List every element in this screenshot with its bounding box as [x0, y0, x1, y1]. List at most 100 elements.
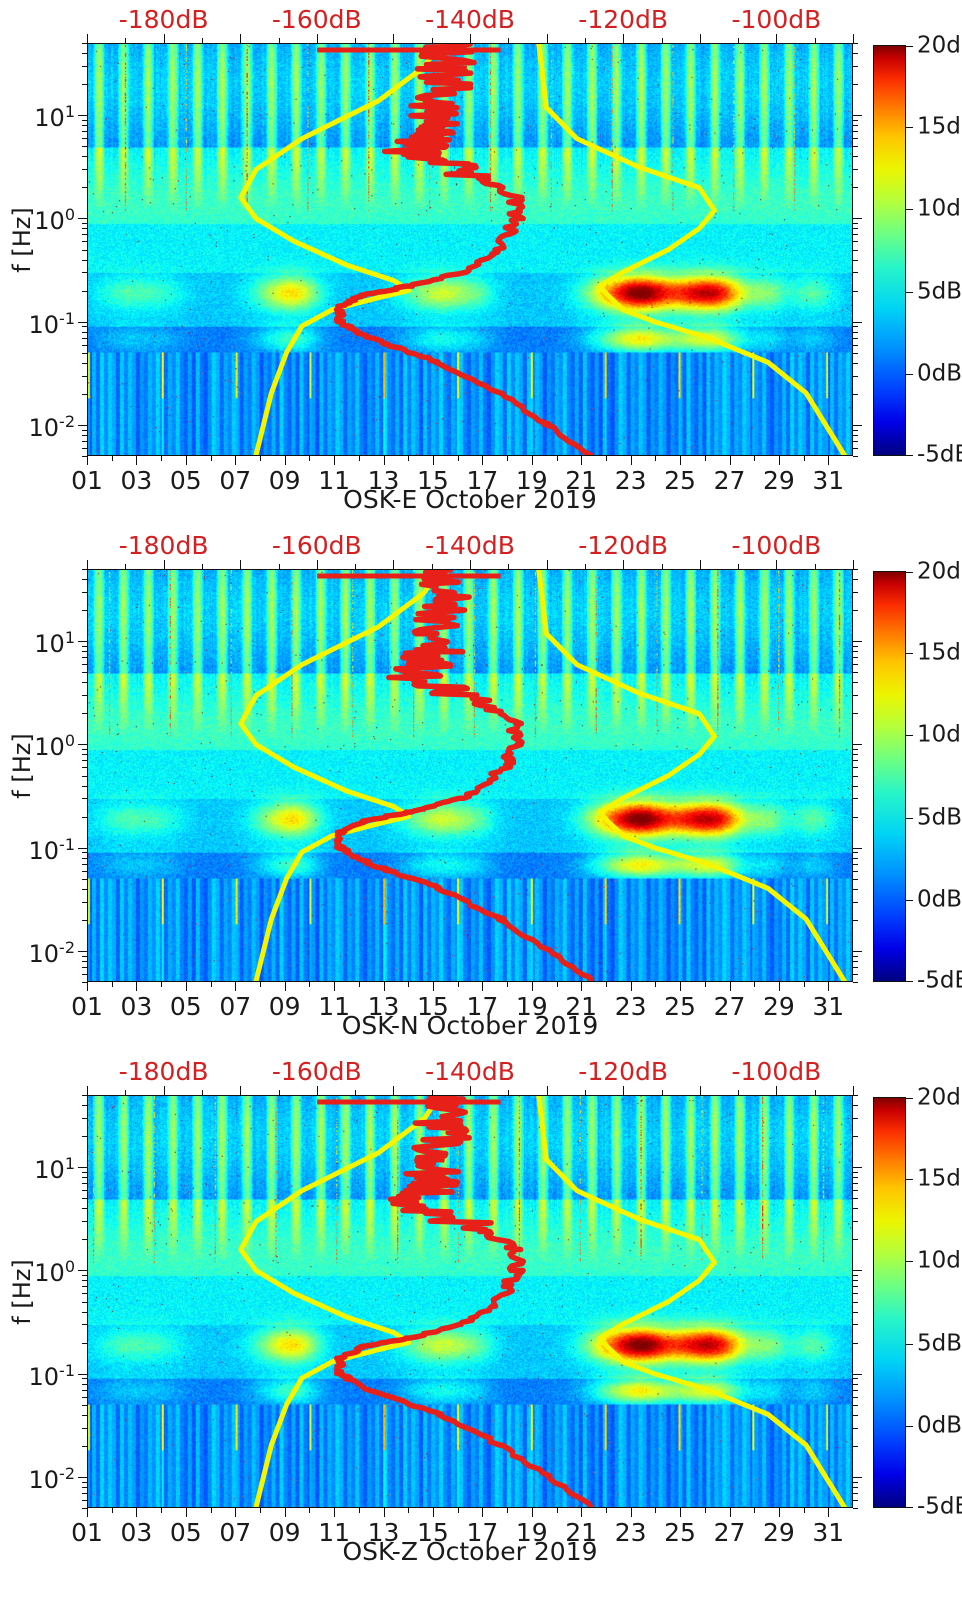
frequency-axis-minor-tick	[82, 960, 87, 962]
day-axis-tick	[630, 1508, 632, 1517]
top-axis-tick	[623, 560, 625, 569]
top-axis-minor-tick	[814, 1090, 816, 1095]
colorbar: 20dB 15dB 10dB 5dB 0dB -5dB	[873, 1086, 962, 1518]
median-psd-trace	[337, 44, 591, 455]
day-axis-tick-label: 09	[268, 466, 301, 495]
top-axis-minor-tick	[201, 1090, 203, 1095]
right-axis-minor-tick	[853, 749, 858, 751]
top-axis-tick-label: -180dB	[118, 5, 209, 34]
frequency-axis-minor-tick	[82, 362, 87, 364]
day-axis-tick-label: 27	[713, 1518, 746, 1547]
day-axis-minor-tick	[111, 982, 113, 987]
top-axis-tick	[776, 560, 778, 569]
frequency-axis-tick-label: 100	[34, 1257, 75, 1288]
day-axis-tick	[235, 982, 237, 991]
frequency-axis-minor-tick	[82, 1396, 87, 1398]
top-axis-minor-tick	[853, 1086, 854, 1095]
panel-title: OSK-E October 2019	[343, 485, 597, 514]
top-axis-tick	[470, 34, 471, 43]
colorbar-tick	[906, 46, 913, 47]
day-axis-tick	[778, 982, 780, 991]
colorbar-tick-label: -5dB	[917, 1493, 962, 1520]
day-axis-minor-tick	[556, 1508, 558, 1513]
top-axis-tick-label: -140dB	[425, 5, 515, 34]
day-axis-tick-label: 11	[318, 992, 350, 1021]
colorbar-tick	[906, 1098, 913, 1099]
noise-model-high-nhnm	[539, 570, 845, 981]
frequency-axis-minor-tick	[82, 695, 87, 697]
colorbar-tick-label: 5dB	[917, 804, 962, 831]
day-axis-tick	[136, 1508, 138, 1517]
frequency-axis-minor-tick	[82, 857, 87, 859]
right-axis-minor-tick	[853, 1311, 858, 1313]
frequency-axis-tick	[78, 1476, 87, 1478]
right-axis-minor-tick	[853, 375, 858, 377]
day-axis-minor-tick	[260, 456, 261, 461]
frequency-axis-minor-tick	[82, 645, 87, 647]
top-axis-minor-tick	[431, 1090, 433, 1095]
colorbar-gradient	[873, 571, 906, 982]
day-axis-minor-tick	[309, 1508, 311, 1513]
frequency-axis-minor-tick	[82, 125, 87, 127]
spectrogram-plot	[87, 1095, 853, 1508]
day-axis-tick-label: 23	[614, 1518, 647, 1547]
right-axis-minor-tick	[853, 344, 858, 346]
day-axis-minor-tick	[803, 982, 805, 987]
top-axis-minor-tick	[699, 34, 701, 43]
top-axis-minor-tick	[355, 38, 357, 43]
frequency-axis: f [Hz] 101 100 10-1 10-2	[0, 569, 87, 983]
frequency-axis-minor-tick	[82, 955, 87, 957]
day-axis-tick	[828, 1508, 830, 1517]
day-axis-tick-label: 19	[515, 992, 548, 1021]
day-axis-minor-tick	[655, 982, 657, 987]
colorbar-tick	[906, 373, 913, 375]
frequency-axis-tick-label: 10-2	[28, 937, 76, 968]
frequency-axis-tick	[78, 218, 87, 220]
day-axis-tick-label: 15	[416, 1518, 449, 1547]
right-axis-minor-tick	[853, 754, 858, 756]
right-axis-minor-tick	[853, 43, 858, 44]
top-axis-minor-tick	[508, 38, 510, 43]
right-axis-minor-tick	[853, 878, 858, 880]
top-axis-tick-label: -180dB	[118, 531, 209, 560]
top-axis-minor-tick	[240, 560, 242, 569]
top-axis-minor-tick	[125, 38, 127, 43]
day-axis-tick	[581, 1508, 583, 1517]
day-axis-tick-label: 31	[812, 466, 845, 495]
colorbar-tick-label: 20dB	[917, 558, 962, 585]
right-axis-minor-tick	[853, 645, 858, 647]
right-axis-minor-tick	[853, 1105, 858, 1106]
day-axis-tick	[778, 456, 780, 465]
top-axis-minor-tick	[661, 1090, 663, 1095]
frequency-axis-minor-tick	[82, 664, 87, 666]
right-axis-minor-tick	[853, 870, 858, 872]
top-axis-tick-label: -100dB	[731, 531, 822, 560]
frequency-axis-minor-tick	[82, 1499, 87, 1501]
day-axis-tick-label: 19	[515, 1518, 548, 1547]
right-axis-tick	[853, 1167, 862, 1169]
right-axis-minor-tick	[853, 1117, 858, 1119]
right-tick-axis	[853, 569, 865, 983]
colorbar-tick	[906, 899, 913, 901]
day-axis-tick-label: 15	[416, 466, 449, 495]
frequency-axis-minor-tick	[82, 651, 87, 653]
panel-title: OSK-N October 2019	[341, 1011, 599, 1040]
day-axis-tick	[383, 456, 385, 465]
day-axis-tick-label: 15	[416, 992, 449, 1021]
day-axis-tick-label: 29	[762, 466, 795, 495]
day-axis-minor-tick	[408, 1508, 410, 1513]
frequency-axis-minor-tick	[82, 1383, 87, 1385]
frequency-axis-tick	[78, 1373, 87, 1375]
frequency-axis-minor-tick	[82, 138, 87, 140]
frequency-axis-minor-tick	[82, 84, 87, 86]
top-axis-tick	[163, 560, 165, 569]
day-axis-tick	[383, 982, 385, 991]
right-axis-minor-tick	[853, 664, 858, 666]
right-axis-minor-tick	[853, 713, 858, 715]
frequency-axis-tick	[78, 641, 87, 643]
day-axis-tick	[136, 456, 138, 465]
right-axis-minor-tick	[853, 362, 858, 364]
top-axis-minor-tick	[87, 1086, 88, 1095]
day-axis-minor-tick	[655, 456, 657, 461]
frequency-axis-tick-label: 100	[34, 205, 75, 236]
